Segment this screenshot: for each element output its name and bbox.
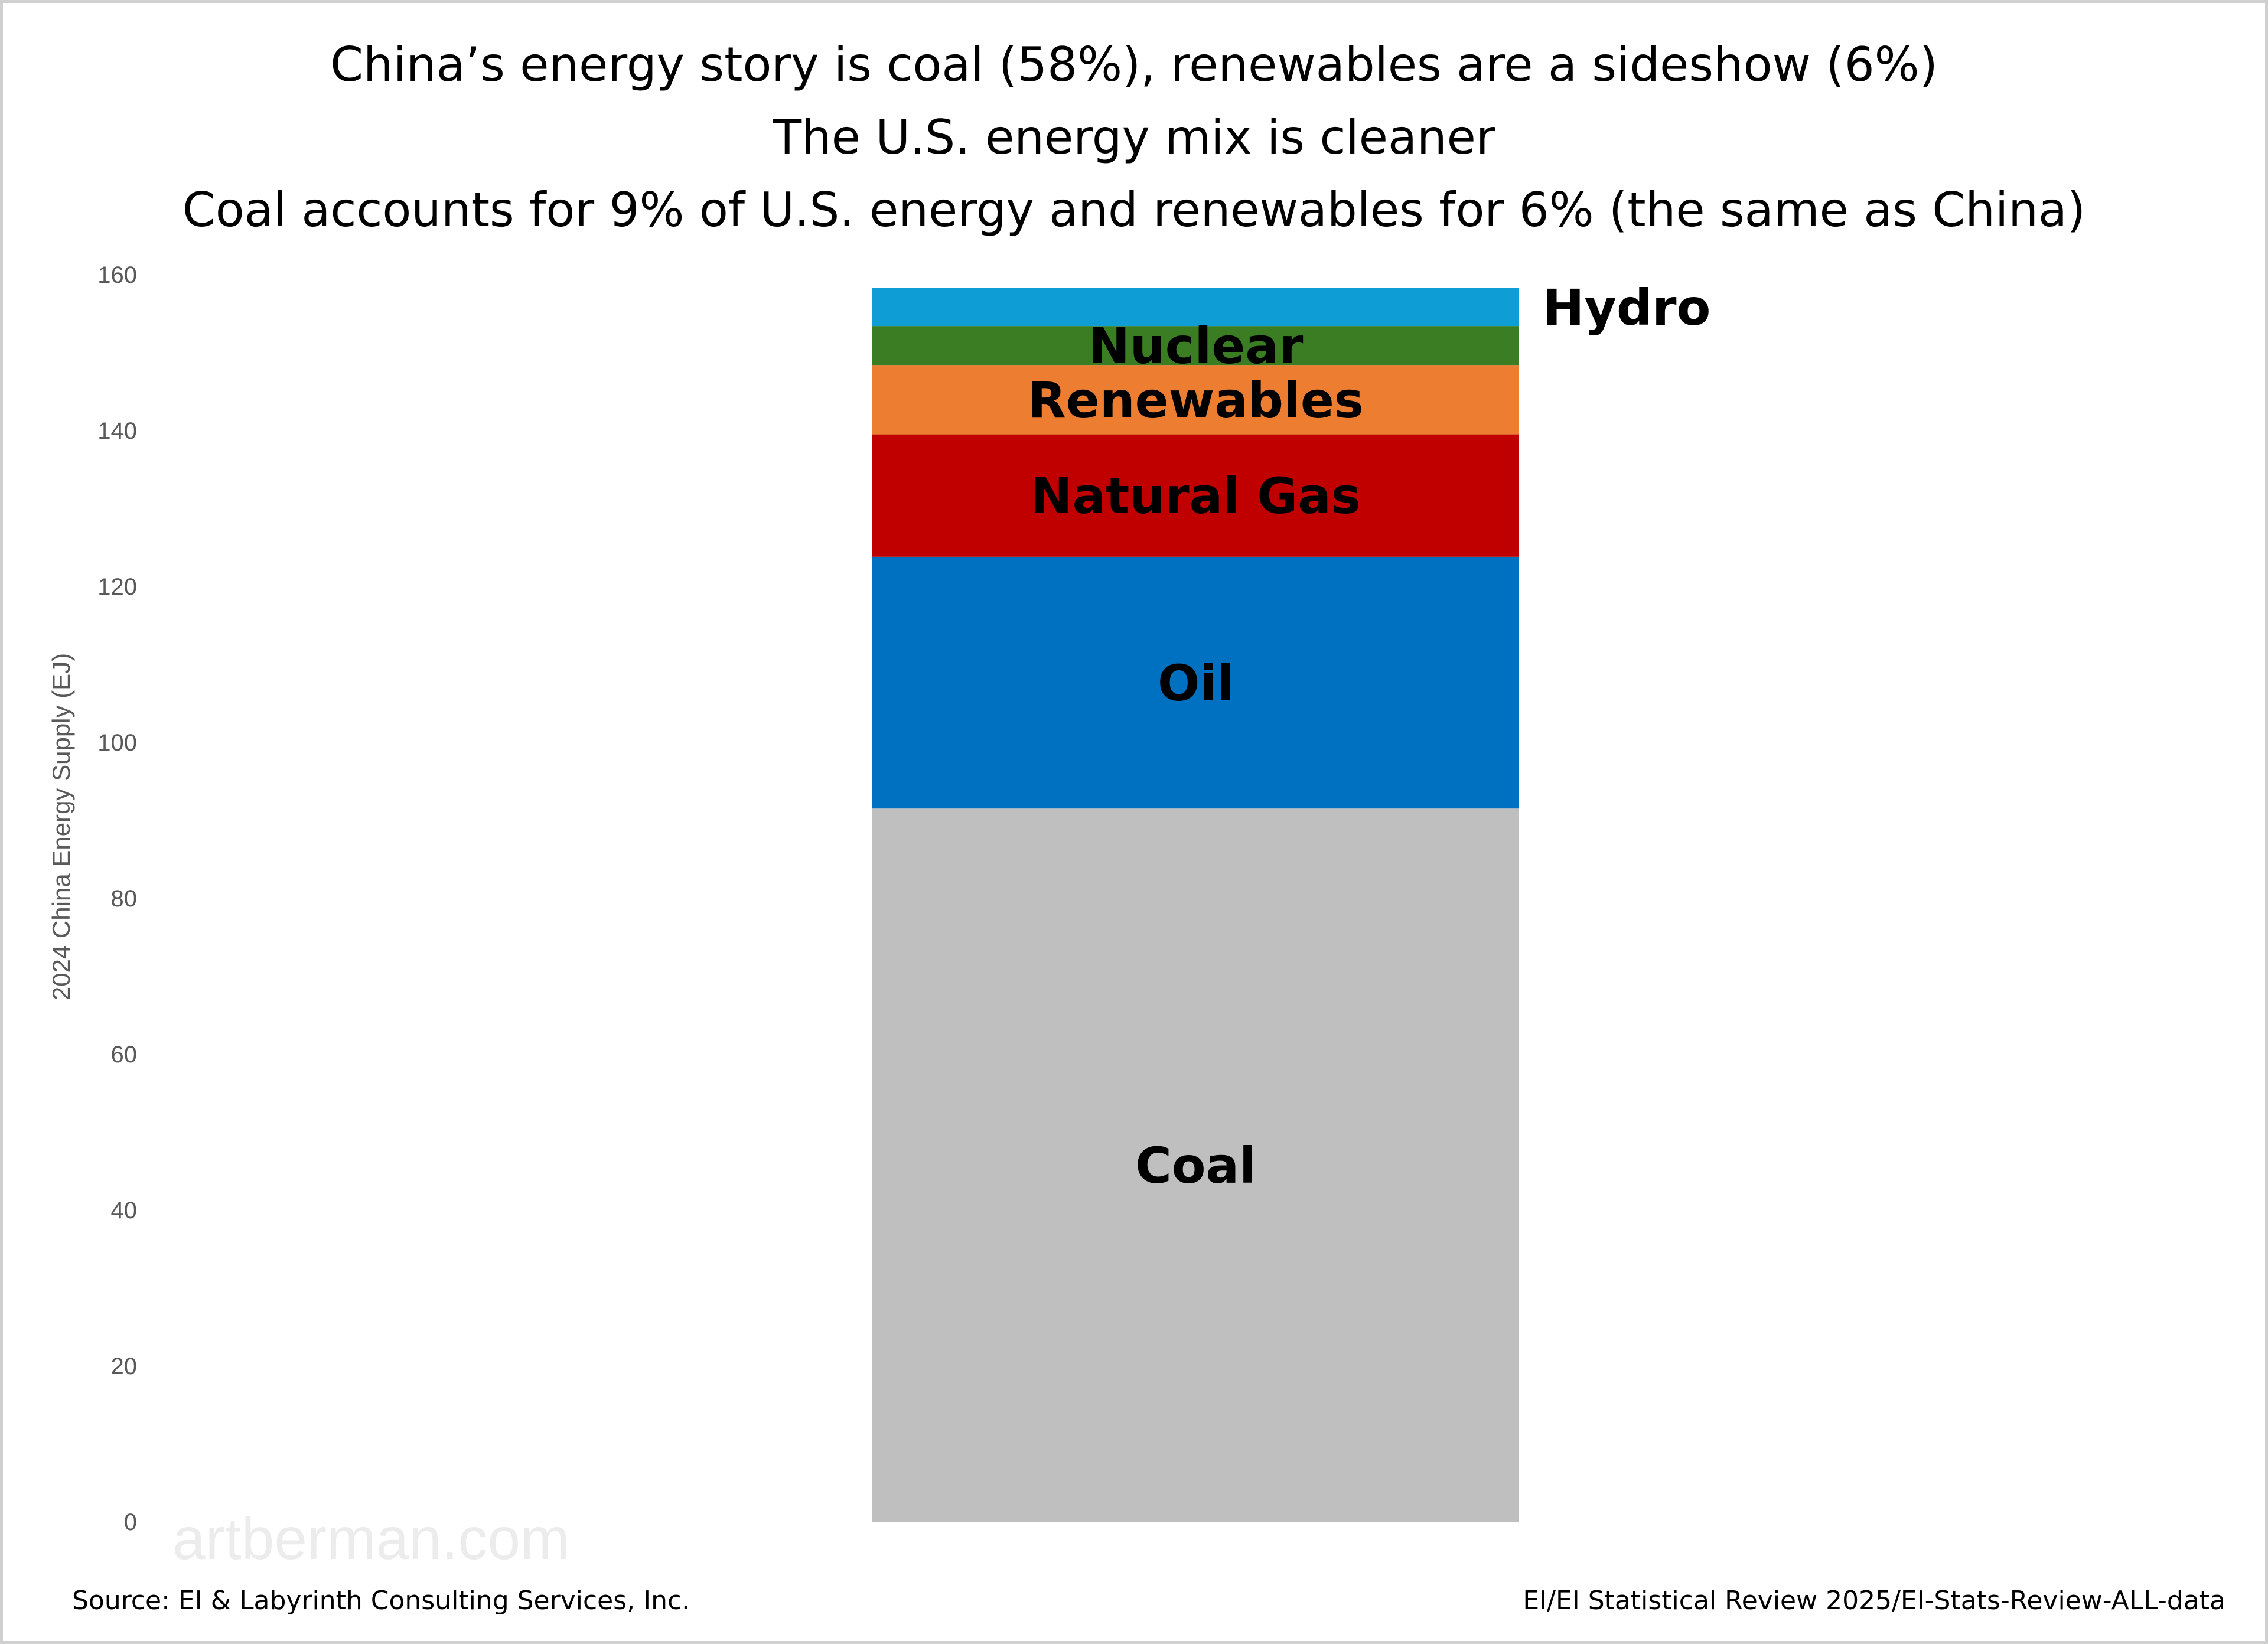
bar-segment-nuclear	[872, 326, 1519, 366]
segment-label: Renewables	[1028, 371, 1364, 429]
bar-segment-coal	[872, 808, 1519, 1522]
y-tick-label: 160	[97, 262, 137, 288]
data-reference-note: EI/EI Statistical Review 2025/EI-Stats-R…	[1523, 1586, 2225, 1616]
y-tick-label: 80	[111, 886, 138, 912]
bar-segment-natural-gas	[872, 434, 1519, 557]
segment-label: Coal	[1135, 1137, 1256, 1195]
y-tick-label: 40	[111, 1198, 138, 1224]
segment-label: Nuclear	[1089, 317, 1304, 375]
bar-segment-oil	[872, 556, 1519, 809]
segment-label: Natural Gas	[1031, 467, 1361, 525]
y-tick-label: 120	[97, 574, 137, 600]
title-line-2: The U.S. energy mix is cleaner	[772, 110, 1495, 165]
title-line-1: China’s energy story is coal (58%), rene…	[330, 37, 1938, 92]
y-axis-label: 2024 China Energy Supply (EJ)	[47, 653, 75, 1000]
bar-segment-renewables	[872, 365, 1519, 435]
source-note: Source: EI & Labyrinth Consulting Servic…	[72, 1586, 690, 1616]
y-tick-label: 140	[97, 418, 137, 444]
y-tick-label: 100	[97, 730, 137, 756]
title-line-3: Coal accounts for 9% of U.S. energy and …	[183, 182, 2085, 237]
y-tick-label: 60	[111, 1042, 138, 1068]
segment-label: Oil	[1158, 654, 1234, 712]
y-tick-label: 0	[124, 1509, 137, 1535]
y-tick-label: 20	[111, 1353, 138, 1379]
bar-segment-hydro	[872, 288, 1519, 327]
watermark: artberman.com	[172, 1506, 569, 1572]
segment-label: Hydro	[1543, 279, 1710, 337]
